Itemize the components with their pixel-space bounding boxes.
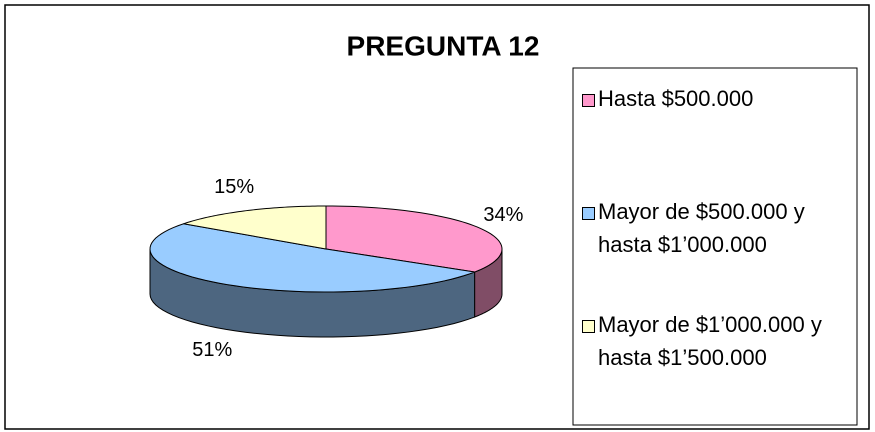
- pie-slice: [183, 205, 327, 250]
- legend-swatch: [582, 207, 595, 220]
- data-label: 51%: [192, 339, 232, 361]
- legend-label: Mayor de $500.000 y hasta $1’000.000: [598, 199, 805, 257]
- chart-title: PREGUNTA 12: [347, 30, 540, 61]
- legend-label: Hasta $500.000: [598, 86, 754, 111]
- legend-label: Mayor de $1’000.000 y hasta $1’500.000: [598, 312, 822, 370]
- legend-box: [572, 67, 858, 426]
- data-label: 15%: [214, 176, 254, 198]
- data-label: 34%: [483, 204, 523, 226]
- pie-slice: [149, 223, 475, 293]
- legend-swatch: [582, 94, 595, 107]
- legend-swatch: [582, 320, 595, 333]
